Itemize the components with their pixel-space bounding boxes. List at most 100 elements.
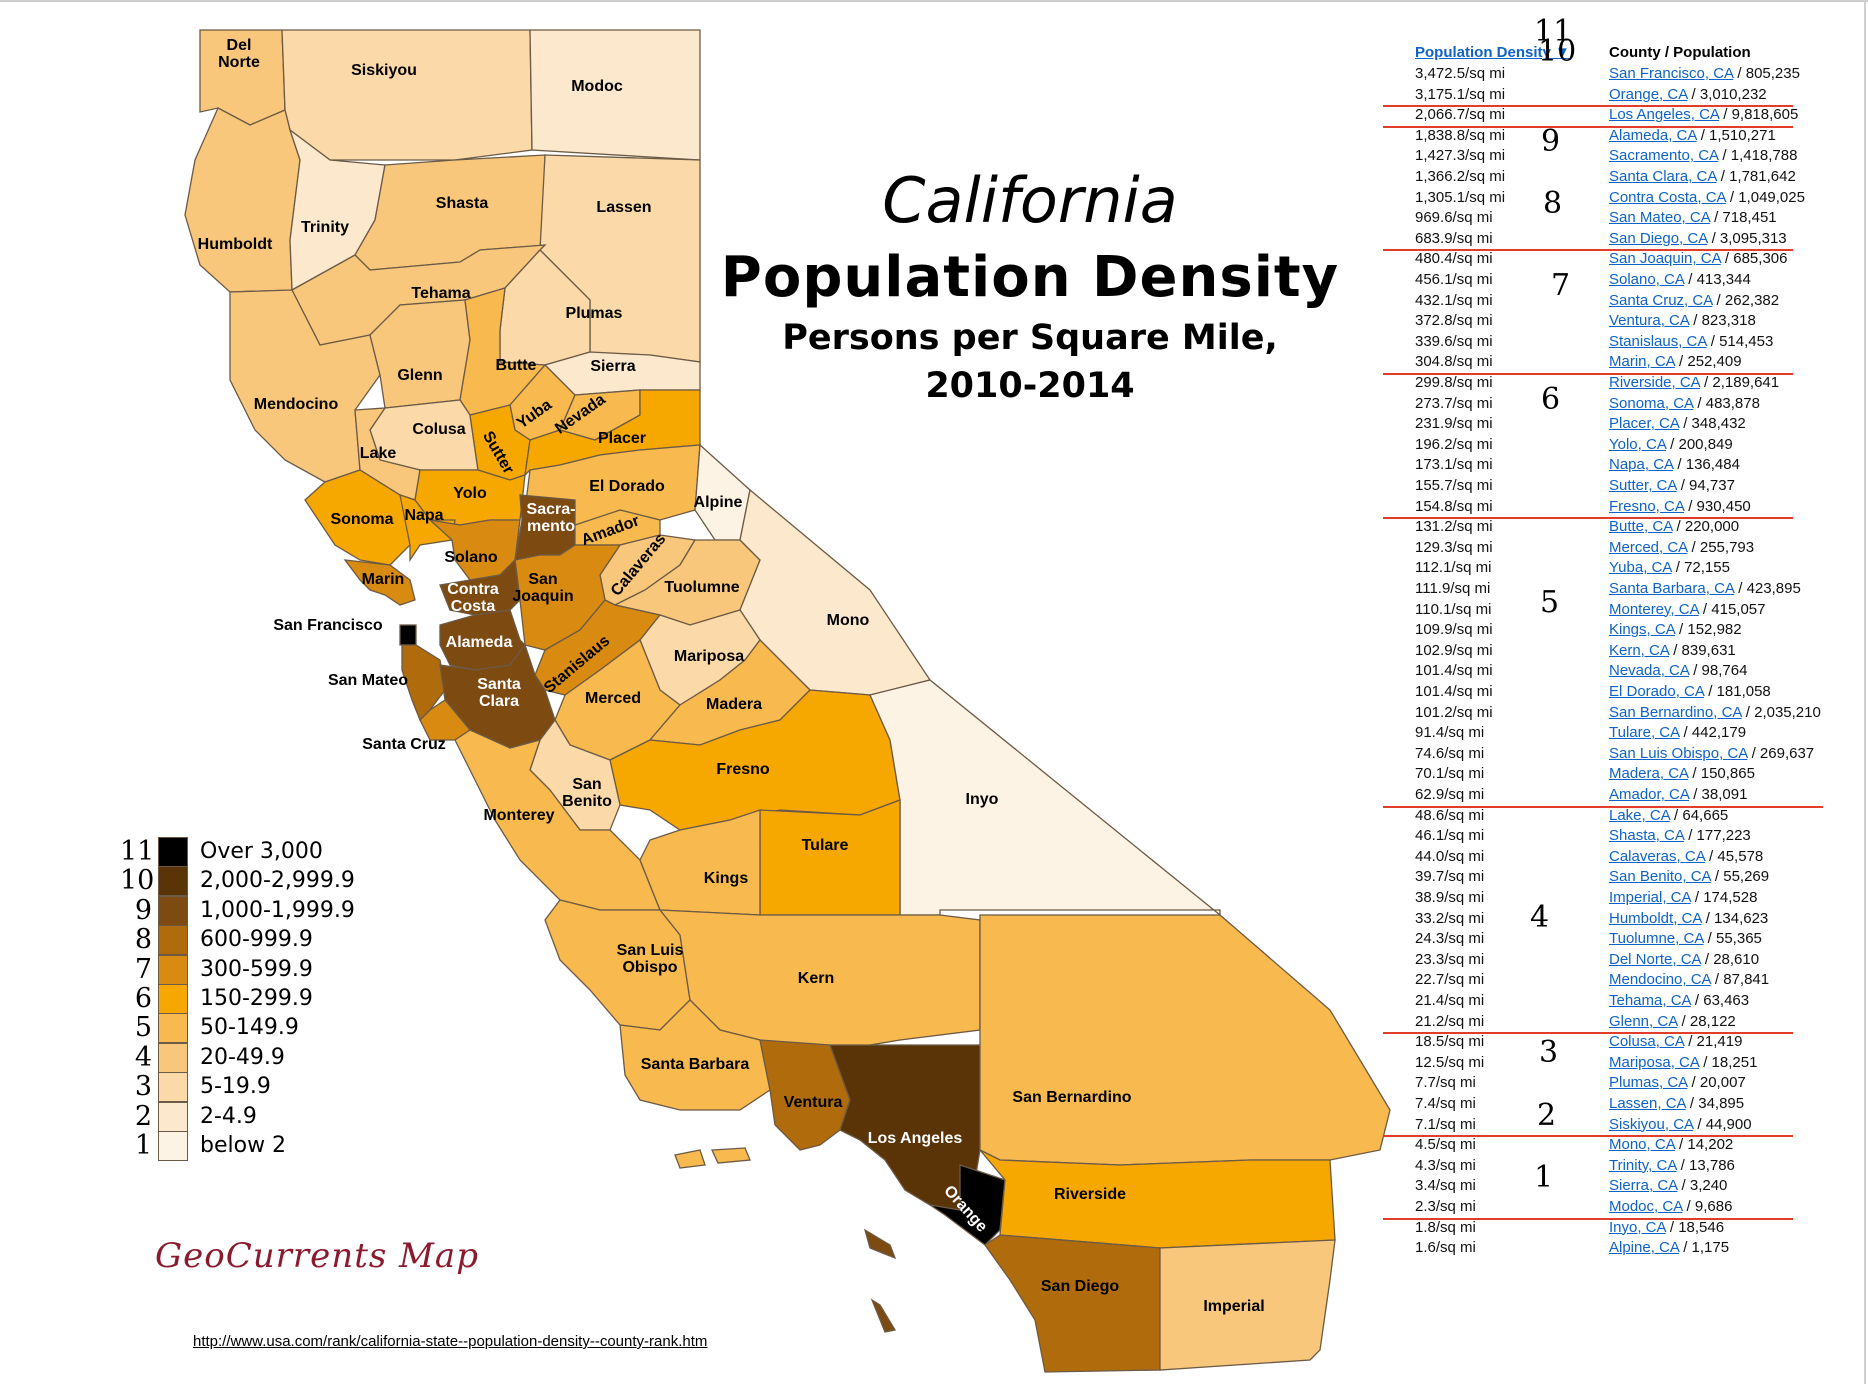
table-row: 480.4/sq mi San Joaquin, CA / 685,306: [1413, 250, 1853, 271]
county-san-bernardino[interactable]: [979, 914, 1391, 1166]
county-link[interactable]: Amador, CA: [1609, 786, 1690, 803]
county-marin[interactable]: [343, 559, 416, 606]
county-monterey[interactable]: [454, 729, 661, 911]
county-link[interactable]: Riverside, CA: [1609, 374, 1700, 391]
county-cell: Glenn, CA / 28,122: [1609, 1013, 1736, 1030]
county-link[interactable]: Mono, CA: [1609, 1136, 1675, 1154]
county-link[interactable]: Colusa, CA: [1609, 1033, 1685, 1051]
county-sonoma[interactable]: [304, 469, 416, 566]
table-row: 155.7/sq mi Sutter, CA / 94,737: [1413, 477, 1853, 498]
county-link[interactable]: Alameda, CA: [1609, 126, 1697, 144]
county-link[interactable]: Shasta, CA: [1609, 827, 1685, 845]
county-link[interactable]: Siskiyou, CA: [1609, 1115, 1694, 1133]
county-link[interactable]: Glenn, CA: [1609, 1012, 1678, 1030]
county-link[interactable]: Marin, CA: [1609, 353, 1675, 371]
county-link[interactable]: Santa Clara, CA: [1609, 168, 1717, 185]
county-label-fresno: Fresno: [716, 761, 770, 778]
county-link[interactable]: Yuba, CA: [1609, 559, 1672, 577]
legend-row: 10 2,000-2,999.9: [120, 865, 440, 897]
county-link[interactable]: Sutter, CA: [1609, 477, 1677, 494]
table-row: 3,175.1/sq mi Orange, CA / 3,010,232: [1413, 86, 1853, 107]
county-san-francisco[interactable]: [399, 624, 417, 646]
county-link[interactable]: Orange, CA: [1609, 85, 1688, 103]
county-link[interactable]: Los Angeles, CA: [1609, 106, 1720, 124]
density-value: 131.2/sq mi: [1415, 518, 1493, 536]
county-link[interactable]: Alpine, CA: [1609, 1239, 1680, 1257]
density-value: 110.1/sq mi: [1415, 600, 1492, 618]
county-inyo[interactable]: [869, 679, 1221, 917]
legend-row: 4 20-49.9: [120, 1042, 440, 1074]
county-imperial[interactable]: [1159, 1239, 1336, 1371]
county-link[interactable]: Fresno, CA: [1609, 497, 1685, 515]
county-kings[interactable]: [639, 809, 761, 916]
county-link[interactable]: Tulare, CA: [1609, 724, 1680, 742]
source-link[interactable]: http://www.usa.com/rank/california-state…: [193, 1333, 708, 1350]
county-modoc[interactable]: [529, 29, 701, 161]
county-link[interactable]: Plumas, CA: [1609, 1074, 1688, 1092]
county-link[interactable]: Trinity, CA: [1609, 1156, 1677, 1174]
county-link[interactable]: Santa Cruz, CA: [1609, 291, 1713, 309]
county-link[interactable]: Inyo, CA: [1609, 1218, 1666, 1236]
county-link[interactable]: San Bernardino, CA: [1609, 703, 1742, 721]
county-link[interactable]: Lassen, CA: [1609, 1095, 1686, 1112]
county-link[interactable]: Sierra, CA: [1609, 1177, 1678, 1195]
county-link[interactable]: Napa, CA: [1609, 456, 1674, 474]
county-link[interactable]: Solano, CA: [1609, 271, 1685, 288]
density-value: 456.1/sq mi: [1415, 271, 1493, 288]
county-link[interactable]: Contra Costa, CA: [1609, 188, 1726, 206]
density-value: 101.2/sq mi: [1415, 703, 1493, 721]
county-link[interactable]: Yolo, CA: [1609, 435, 1666, 453]
county-link[interactable]: El Dorado, CA: [1609, 683, 1705, 700]
county-los-angeles[interactable]: [829, 1044, 981, 1211]
table-row: 110.1/sq mi Monterey, CA / 415,057: [1413, 601, 1853, 622]
county-link[interactable]: San Francisco, CA: [1609, 65, 1734, 82]
county-link[interactable]: Stanislaus, CA: [1609, 332, 1707, 350]
county-link[interactable]: Kings, CA: [1609, 621, 1675, 639]
legend-class-number: 2: [134, 1100, 152, 1132]
legend-row: 8 600-999.9: [120, 924, 440, 956]
county-link[interactable]: Modoc, CA: [1609, 1198, 1683, 1215]
county-link[interactable]: Ventura, CA: [1609, 312, 1690, 330]
table-row: 4.5/sq mi Mono, CA / 14,202: [1413, 1136, 1853, 1157]
county-link[interactable]: Sacramento, CA: [1609, 147, 1719, 165]
county-link[interactable]: Kern, CA: [1609, 641, 1670, 659]
county-link[interactable]: Imperial, CA: [1609, 889, 1691, 906]
county-link[interactable]: San Luis Obispo, CA: [1609, 744, 1748, 762]
county-alpine[interactable]: [694, 443, 751, 541]
county-link[interactable]: Mariposa, CA: [1609, 1053, 1700, 1071]
county-humboldt[interactable]: [184, 107, 301, 293]
county-link[interactable]: Calaveras, CA: [1609, 847, 1705, 865]
county-san-diego[interactable]: [984, 1234, 1161, 1373]
table-row: 2.3/sq mi Modoc, CA / 9,686: [1413, 1198, 1853, 1219]
county-riverside[interactable]: [979, 1149, 1336, 1249]
county-link[interactable]: Humboldt, CA: [1609, 909, 1702, 927]
density-value: 70.1/sq mi: [1415, 765, 1485, 783]
county-link[interactable]: Madera, CA: [1609, 765, 1689, 783]
county-san-joaquin[interactable]: [514, 544, 622, 651]
county-link[interactable]: Tehama, CA: [1609, 992, 1691, 1009]
county-cell: San Benito, CA / 55,269: [1609, 868, 1769, 885]
county-link[interactable]: Nevada, CA: [1609, 662, 1690, 680]
sort-density-header[interactable]: Population Density ▼: [1415, 44, 1570, 61]
county-link[interactable]: Santa Barbara, CA: [1609, 580, 1735, 597]
county-link[interactable]: San Benito, CA: [1609, 868, 1711, 886]
county-link[interactable]: Del Norte, CA: [1609, 950, 1701, 968]
county-link[interactable]: Tuolumne, CA: [1609, 930, 1704, 948]
county-link[interactable]: San Mateo, CA: [1609, 209, 1710, 227]
county-contra-costa[interactable]: [439, 558, 521, 616]
table-row: 299.8/sq mi Riverside, CA / 2,189,641: [1413, 374, 1853, 395]
county-link[interactable]: Butte, CA: [1609, 518, 1673, 536]
county-tulare[interactable]: [759, 799, 901, 916]
county-siskiyou[interactable]: [281, 29, 533, 161]
county-link[interactable]: San Diego, CA: [1609, 229, 1708, 247]
county-link[interactable]: Lake, CA: [1609, 806, 1670, 824]
county-link[interactable]: San Joaquin, CA: [1609, 250, 1721, 268]
county-link[interactable]: Placer, CA: [1609, 415, 1680, 433]
population-value: / 136,484: [1673, 456, 1740, 474]
county-link[interactable]: Monterey, CA: [1609, 600, 1699, 618]
county-label-imperial: Imperial: [1203, 1298, 1264, 1315]
county-link[interactable]: Mendocino, CA: [1609, 971, 1711, 989]
table-row: 1.8/sq mi Inyo, CA / 18,546: [1413, 1219, 1853, 1240]
county-link[interactable]: Merced, CA: [1609, 538, 1688, 556]
county-link[interactable]: Sonoma, CA: [1609, 394, 1694, 412]
